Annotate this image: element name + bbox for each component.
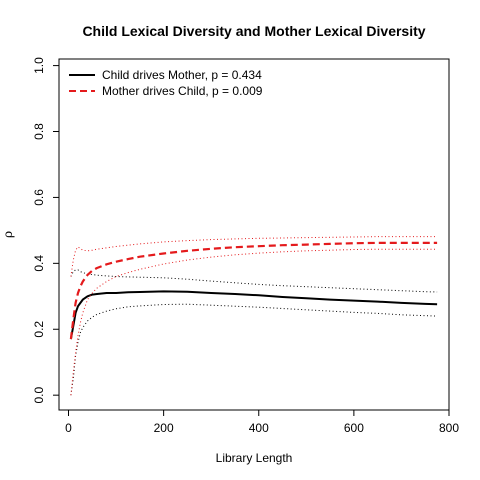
x-tick-label-1: 200	[154, 421, 174, 435]
x-tick-label-0: 0	[65, 421, 72, 435]
y-tick-label-1: 0.2	[32, 321, 46, 338]
plot-frame	[58, 58, 450, 411]
y-tick-label-2: 0.4	[32, 255, 46, 272]
y-tick-label-4: 0.8	[32, 123, 46, 140]
y-tick-label-5: 1.0	[32, 57, 46, 74]
series-line-1	[70, 269, 438, 293]
x-tick-label-2: 400	[249, 421, 269, 435]
y-axis-label: ρ	[1, 231, 15, 238]
series-line-3	[69, 241, 438, 340]
y-tick-label-0: 0.0	[32, 387, 46, 404]
legend: Child drives Mother, p = 0.434 Mother dri…	[69, 68, 263, 98]
series-line-0	[69, 290, 438, 340]
series-line-2	[70, 303, 438, 396]
x-tick-label-3: 600	[344, 421, 364, 435]
x-axis-label: Library Length	[216, 451, 293, 465]
legend-label-1: Mother drives Child, p = 0.009	[102, 84, 263, 98]
chart-title: Child Lexical Diversity and Mother Lexic…	[82, 23, 425, 39]
series-lines	[69, 236, 438, 396]
axis-ticks: 0 200 400 600 800 0.0 0.2 0.4 0.6 0.8 1.0	[32, 57, 459, 435]
x-tick-label-4: 800	[439, 421, 459, 435]
y-tick-label-3: 0.6	[32, 189, 46, 206]
legend-label-0: Child drives Mother, p = 0.434	[102, 68, 262, 82]
series-line-5	[70, 248, 438, 396]
